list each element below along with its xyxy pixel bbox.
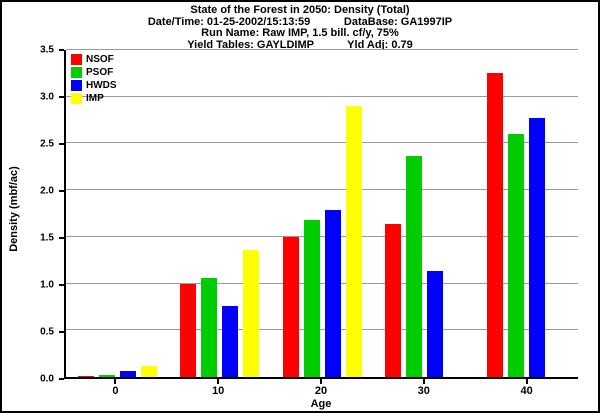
gridline xyxy=(66,189,578,191)
bar-group xyxy=(66,50,168,377)
bar-nsof-age-0 xyxy=(77,376,94,377)
gridline xyxy=(66,95,578,97)
bar-hwds-age-10 xyxy=(222,306,239,377)
y-tickmark xyxy=(59,284,64,286)
x-axis-title: Age xyxy=(310,398,332,410)
bar-nsof-age-10 xyxy=(180,283,197,377)
plot-area: NSOF PSOF HWDS IMP xyxy=(64,49,578,379)
y-tick-label: 3.0 xyxy=(40,91,54,103)
bar-group xyxy=(271,50,373,377)
bar-nsof-age-20 xyxy=(282,236,299,377)
x-tickmark xyxy=(422,379,425,384)
x-tickmark xyxy=(320,379,322,384)
legend-swatch-psof xyxy=(71,66,82,78)
bar-imp-age-20 xyxy=(345,106,362,377)
y-tickmark xyxy=(59,143,64,145)
legend-item: HWDS xyxy=(71,79,117,91)
y-tickmark xyxy=(59,96,64,98)
bar-psof-age-40 xyxy=(508,134,525,377)
x-tickmark xyxy=(114,379,117,384)
legend-swatch-hwds xyxy=(71,79,82,91)
bar-nsof-age-30 xyxy=(384,223,401,377)
y-tickmark xyxy=(59,49,64,51)
gridline xyxy=(66,235,578,237)
y-tickmark xyxy=(59,190,64,192)
chart-title: State of the Forest in 2050: Density (To… xyxy=(190,4,410,16)
y-tick-label: 1.5 xyxy=(40,232,54,244)
y-tickmark xyxy=(59,237,64,239)
x-tick-label: 30 xyxy=(417,385,430,397)
bar-hwds-age-20 xyxy=(324,209,341,377)
bar-nsof-age-40 xyxy=(487,73,504,377)
x-axis-labels: 0 10 20 30 40 xyxy=(64,385,578,398)
y-tickmark xyxy=(59,331,64,333)
bar-group xyxy=(168,50,270,377)
x-tick-label: 40 xyxy=(520,385,533,397)
legend-label: NSOF xyxy=(86,53,114,65)
gridline xyxy=(66,329,578,331)
gridline xyxy=(66,282,578,284)
bar-groups xyxy=(66,50,578,377)
bar-hwds-age-30 xyxy=(426,271,443,377)
legend-swatch-imp xyxy=(71,92,82,104)
y-tick-label: 0.5 xyxy=(40,326,54,338)
gridline xyxy=(66,49,578,50)
legend-label: PSOF xyxy=(86,66,114,78)
chart-subtitle-yieldtables: Yield Tables: GAYLDIMP Yld Adj: 0.79 xyxy=(187,38,413,51)
legend-label: HWDS xyxy=(86,79,117,91)
legend-item: IMP xyxy=(71,92,117,104)
bar-psof-age-30 xyxy=(405,155,422,377)
legend: NSOF PSOF HWDS IMP xyxy=(71,53,117,105)
bar-group xyxy=(373,50,475,377)
chart-subtitle-datetime-database: Date/Time: 01-25-2002/15:13:59 DataBase:… xyxy=(147,15,453,28)
y-tickmark xyxy=(59,378,64,380)
x-tickmark xyxy=(525,379,528,384)
y-axis-labels: 0.0 0.5 1.0 1.5 2.0 2.5 3.0 3.5 xyxy=(2,45,64,385)
bar-hwds-age-0 xyxy=(119,371,136,377)
x-tick-label: 0 xyxy=(112,385,119,397)
bar-psof-age-20 xyxy=(303,220,320,377)
bar-psof-age-10 xyxy=(201,277,218,377)
chart-subtitle-runname: Run Name: Raw IMP, 1.5 bill. cf/y, 75% xyxy=(201,27,399,39)
gridline xyxy=(66,142,578,144)
bar-psof-age-0 xyxy=(98,375,115,377)
x-tick-label: 10 xyxy=(212,385,225,397)
y-tick-label: 2.0 xyxy=(40,185,54,197)
y-tick-label: 0.0 xyxy=(40,373,54,385)
y-tick-label: 2.5 xyxy=(40,138,54,150)
legend-item: PSOF xyxy=(71,66,117,78)
chart-header: State of the Forest in 2050: Density (To… xyxy=(2,4,598,51)
legend-label: IMP xyxy=(86,92,104,104)
legend-item: NSOF xyxy=(71,53,117,65)
legend-swatch-nsof xyxy=(71,53,82,65)
bar-group xyxy=(476,50,578,377)
x-tickmark xyxy=(217,379,220,384)
bar-hwds-age-40 xyxy=(529,118,546,377)
x-axis-tickmarks xyxy=(64,379,578,384)
x-tick-label: 20 xyxy=(314,385,328,397)
y-tick-label: 3.5 xyxy=(40,44,54,56)
bar-imp-age-0 xyxy=(140,365,157,377)
y-tick-label: 1.0 xyxy=(40,279,54,291)
chart-area: Density (mbf/ac) 0.0 0.5 1.0 1.5 2.0 2.5 3.0 3.… xyxy=(2,45,598,411)
bar-imp-age-10 xyxy=(243,249,260,377)
